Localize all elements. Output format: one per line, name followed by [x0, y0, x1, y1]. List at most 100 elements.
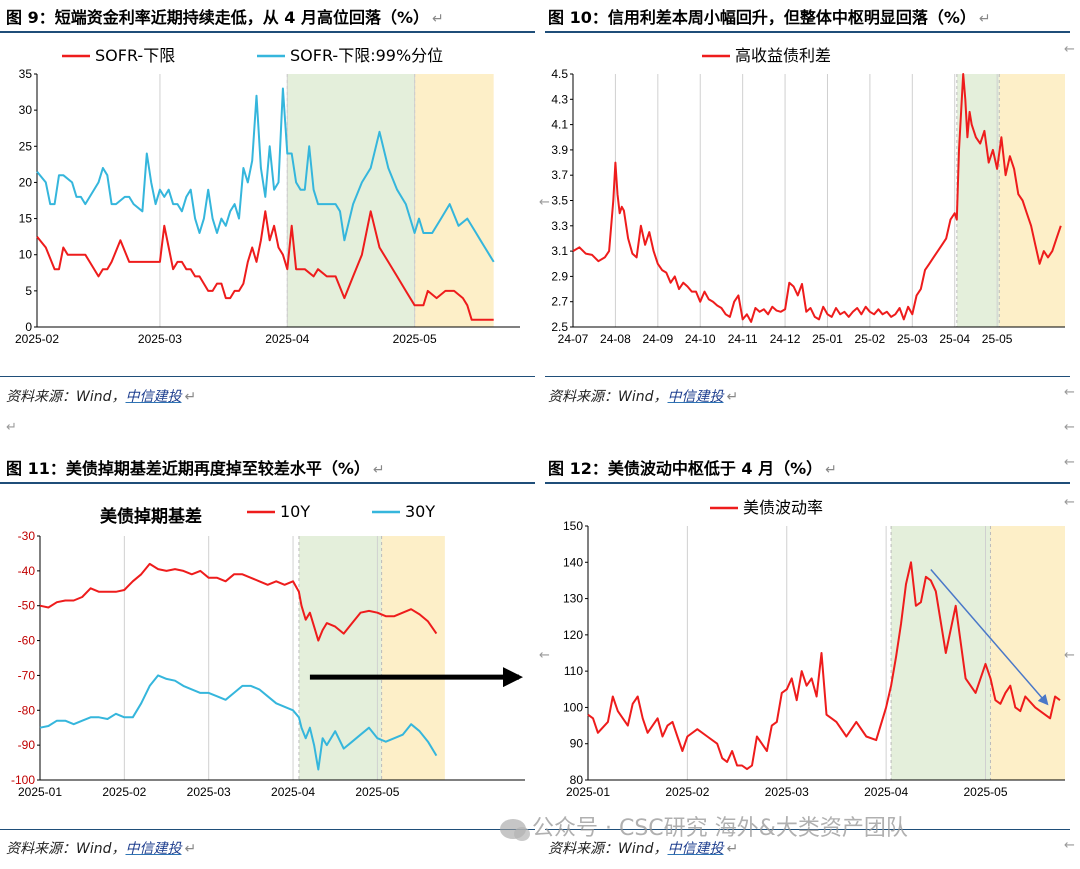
y-tick-label: 130 [563, 592, 583, 606]
y-tick-label: 3.3 [551, 219, 568, 233]
y-tick-label: 30 [19, 103, 33, 117]
y-tick-label: 4.1 [551, 118, 568, 132]
x-tick-label: 2025-05 [355, 785, 399, 799]
fig11-source-rule [0, 829, 535, 830]
fig12-title: 图 12：美债波动中枢低于 4 月（%） ↵ [548, 459, 837, 478]
fig11-chart: 2025-01 2025-02 2025-03 2025-04 2025-05 -100 -… [11, 502, 525, 799]
shaded-band-yellow [381, 536, 445, 780]
left-mark: ← [1064, 495, 1075, 510]
y-tick-label: -70 [18, 668, 36, 682]
x-tick-label: 2025-01 [566, 785, 610, 799]
fig10-chart: 24-07 24-08 24-09 24-10 24-11 24-12 25-01 25-02… [551, 46, 1065, 346]
x-tick-label: 2025-05 [393, 332, 437, 346]
legend-label-0: 美债波动率 [743, 498, 823, 517]
x-tick-label: 24-10 [685, 332, 716, 346]
legend-label-0: 10Y [280, 502, 310, 521]
fig11-title-rule [0, 482, 535, 484]
left-mark: ← [1064, 838, 1075, 853]
wechat-icon [500, 819, 530, 841]
shaded-band-green [891, 526, 991, 780]
series-line-0 [39, 562, 438, 642]
legend-label-1: SOFR-下限:99%分位 [290, 46, 443, 65]
left-mark: ← [1064, 420, 1075, 435]
return-mark: ↵ [978, 11, 991, 27]
fig9-source: 资料来源：Wind，中信建投 ↵ [6, 389, 197, 405]
fig11-title: 图 11：美债掉期基差近期再度掉至较差水平（%） ↵ [6, 459, 385, 478]
legend-label-0: SOFR-下限 [95, 46, 175, 65]
fig12-chart: 2025-01 2025-02 2025-03 2025-04 2025-05 80 90 1… [563, 498, 1065, 799]
y-tick-label: -30 [18, 529, 36, 543]
shaded-band-green [287, 74, 415, 327]
y-tick-label: -100 [11, 773, 35, 787]
fig10-source-rule [545, 376, 1070, 377]
fig12-title-rule [545, 482, 1070, 484]
y-tick-label: 3.1 [551, 244, 568, 258]
fig9-title-rule [0, 31, 535, 33]
x-tick-label: 2025-03 [765, 785, 809, 799]
x-tick-label: 2025-03 [138, 332, 182, 346]
series-line-1 [36, 87, 495, 263]
y-tick-label: 3.9 [551, 143, 568, 157]
legend-label-1: 30Y [405, 502, 435, 521]
y-tick-label: -80 [18, 703, 36, 717]
y-tick-label: 3.7 [551, 168, 568, 182]
x-tick-label: 2025-02 [15, 332, 59, 346]
fig9-chart: 2025-02 2025-03 2025-04 2025-05 0 5 10 15 20 25 30… [15, 46, 520, 346]
y-tick-label: 2.7 [551, 295, 568, 309]
x-tick-label: 25-03 [897, 332, 928, 346]
fig9-source-rule [0, 376, 535, 377]
fig9-title: 图 9：短端资金利率近期持续走低，从 4 月高位回落（%） ↵ [6, 8, 444, 27]
fig12-source: 资料来源：Wind，中信建投 ↵ [548, 841, 739, 857]
y-tick-label: 110 [564, 664, 583, 678]
y-tick-label: 20 [19, 175, 33, 189]
y-tick-label: 2.5 [551, 320, 568, 334]
fig11-source: 资料来源：Wind，中信建投 ↵ [6, 841, 197, 857]
x-tick-label: 2025-03 [187, 785, 231, 799]
shaded-band-yellow [990, 526, 1065, 780]
x-tick-label: 2025-04 [271, 785, 315, 799]
chart-inner-title: 美债掉期基差 [100, 506, 202, 527]
legend-label-0: 高收益债利差 [735, 46, 831, 65]
y-tick-label: 140 [563, 555, 583, 569]
shaded-band-yellow [999, 74, 1065, 327]
y-tick-label: -60 [18, 634, 36, 648]
y-tick-label: 150 [563, 519, 583, 533]
x-tick-label: 2025-05 [963, 785, 1007, 799]
watermark: 公众号 · CSC研究 海外&大类资产团队 [500, 810, 908, 842]
y-tick-label: 10 [19, 248, 33, 262]
shaded-band-green [956, 74, 1000, 327]
x-tick-label: 2025-04 [864, 785, 908, 799]
x-tick-label: 2025-01 [18, 785, 62, 799]
fig10-title: 图 10：信用利差本周小幅回升，但整体中枢明显回落（%） ↵ [548, 8, 991, 27]
y-tick-label: 5 [25, 284, 32, 298]
x-tick-label: 2025-04 [265, 332, 309, 346]
y-tick-label: 120 [563, 628, 583, 642]
return-mark: ↵ [432, 11, 444, 27]
y-tick-label: 2.9 [551, 269, 568, 283]
y-tick-label: 100 [563, 700, 583, 714]
y-tick-label: 4.5 [551, 67, 568, 81]
x-tick-label: 24-09 [642, 332, 673, 346]
series-line-0 [572, 73, 1062, 323]
y-tick-label: 90 [570, 737, 584, 751]
left-mark: ← [539, 195, 550, 210]
y-tick-label: 25 [19, 139, 33, 153]
y-tick-label: -90 [18, 738, 36, 752]
return-mark: ↵ [6, 420, 17, 435]
x-tick-label: 24-12 [770, 332, 801, 346]
y-tick-label: -50 [18, 599, 36, 613]
fig12-source-rule [545, 829, 1070, 830]
y-tick-label: 4.3 [551, 92, 568, 106]
x-tick-label: 2025-02 [102, 785, 146, 799]
y-tick-label: 15 [19, 212, 33, 226]
series-line-0 [36, 210, 494, 321]
x-tick-label: 24-11 [728, 332, 758, 346]
left-mark: ← [1064, 455, 1075, 470]
shaded-band-yellow [414, 74, 494, 327]
fig10-title-rule [545, 31, 1070, 33]
x-tick-label: 25-02 [855, 332, 886, 346]
x-tick-label: 25-04 [939, 332, 970, 346]
x-tick-label: 25-01 [812, 332, 843, 346]
left-mark: ← [1064, 42, 1075, 57]
series-line-1 [39, 674, 438, 771]
